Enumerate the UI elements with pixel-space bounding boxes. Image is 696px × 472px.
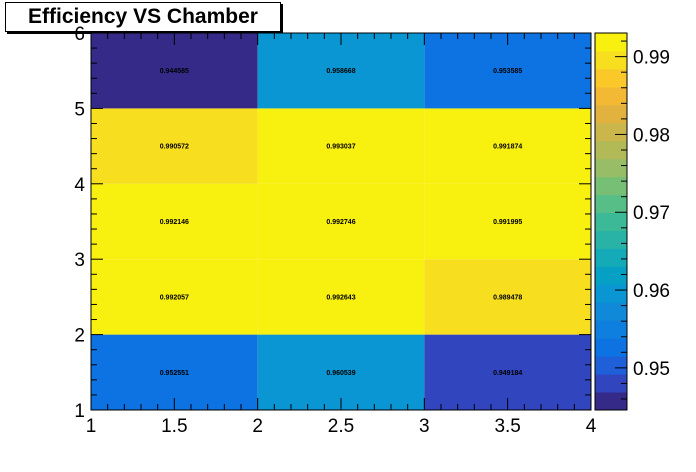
heatmap-cell: [424, 33, 591, 109]
colorbar-tick-label: 0.98: [633, 125, 670, 146]
cell-value-label: 0.991874: [493, 144, 522, 151]
y-tick-label: 6: [74, 24, 85, 45]
heatmap-cell: [91, 33, 258, 109]
y-tick-label: 5: [74, 99, 85, 120]
x-tick-label: 2: [252, 416, 263, 437]
colorbar-tick-label: 0.97: [633, 203, 670, 224]
cell-value-label: 0.953585: [493, 68, 522, 75]
colorbar-band: [595, 374, 627, 393]
heatmap-cell: [257, 183, 425, 260]
cell-value-label: 0.992643: [326, 294, 355, 301]
heatmap-cell: [91, 108, 258, 184]
colorbar-band: [595, 176, 627, 196]
x-tick-label: 3: [419, 416, 430, 437]
heatmap-cell: [257, 33, 425, 109]
colorbar-tick-label: 0.96: [633, 281, 670, 302]
heatmap-cell: [424, 183, 591, 260]
chart-title: Efficiency VS Chamber: [5, 2, 281, 32]
colorbar-band: [595, 302, 627, 321]
colorbar-band: [595, 68, 627, 88]
x-tick-label: 4: [586, 416, 597, 437]
heatmap-cell: [424, 108, 591, 184]
x-tick-label: 1: [86, 416, 97, 437]
y-tick-label: 3: [74, 250, 85, 271]
colorbar-band: [595, 86, 627, 106]
heatmap-cell: [424, 259, 591, 335]
x-tick-label: 3.5: [494, 416, 520, 437]
cell-value-label: 0.993037: [326, 144, 355, 151]
cell-value-label: 0.992746: [326, 219, 355, 226]
cell-value-label: 0.944585: [160, 68, 189, 75]
colorbar-band: [595, 248, 627, 267]
cell-value-label: 0.952551: [160, 370, 189, 377]
heatmap-cell: [257, 259, 425, 335]
colorbar-band: [595, 230, 627, 249]
y-tick-label: 4: [74, 175, 85, 196]
heatmap-cell: [91, 334, 258, 410]
y-tick-label: 1: [74, 401, 85, 422]
y-tick-label: 2: [74, 326, 85, 347]
cell-value-label: 0.989478: [493, 294, 522, 301]
colorbar-band: [595, 284, 627, 303]
x-tick-label: 2.5: [328, 416, 354, 437]
cell-value-label: 0.960539: [326, 370, 355, 377]
heatmap-cell: [257, 334, 425, 410]
colorbar-band: [595, 212, 627, 231]
colorbar-band: [595, 392, 627, 411]
cell-value-label: 0.990572: [160, 144, 189, 151]
cell-value-label: 0.991995: [493, 219, 522, 226]
heatmap-cell: [424, 334, 591, 410]
colorbar-band: [595, 158, 627, 178]
cell-value-label: 0.992146: [160, 219, 189, 226]
heatmap-cell: [91, 259, 258, 335]
colorbar-band: [595, 104, 627, 124]
heatmap-cell: [257, 108, 425, 184]
colorbar-band: [595, 266, 627, 285]
colorbar-band: [595, 122, 627, 142]
colorbar-band: [595, 140, 627, 160]
x-tick-label: 1.5: [161, 416, 187, 437]
colorbar-tick-label: 0.99: [633, 48, 670, 69]
cell-value-label: 0.958668: [326, 68, 355, 75]
heatmap-cell: [91, 183, 258, 260]
colorbar-band: [595, 194, 627, 214]
colorbar-band: [595, 320, 627, 339]
cell-value-label: 0.992057: [160, 294, 189, 301]
colorbar-band: [595, 338, 627, 357]
colorbar-tick-label: 0.95: [633, 359, 670, 380]
colorbar-band: [595, 356, 627, 375]
colorbar-band: [595, 33, 627, 52]
colorbar-band: [595, 50, 627, 70]
cell-value-label: 0.949184: [493, 370, 522, 377]
